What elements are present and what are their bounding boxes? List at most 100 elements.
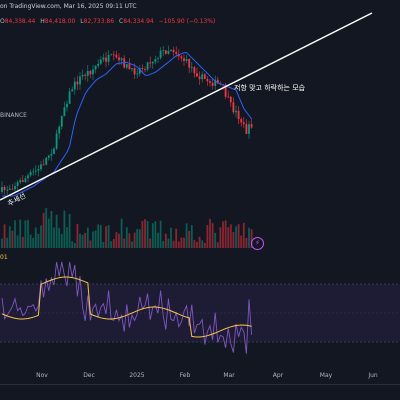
volume-bar: [177, 241, 180, 248]
candle-body: [8, 188, 11, 190]
open-value: 84,338.44: [4, 18, 36, 25]
candle-body: [146, 62, 149, 70]
candle-body: [21, 180, 24, 182]
volume-bar: [146, 221, 149, 248]
volume-bar: [170, 227, 172, 248]
volume-bar: [198, 236, 201, 248]
volume-bar: [19, 219, 22, 248]
volume-bar: [40, 225, 42, 248]
volume-bar: [128, 233, 131, 248]
volume-bar: [219, 227, 222, 248]
high-label: H: [40, 18, 45, 25]
volume-bar: [107, 225, 110, 248]
candle-body: [245, 124, 248, 134]
candle-body: [235, 110, 237, 113]
volume-bar: [112, 239, 115, 248]
open-label: O: [0, 18, 5, 25]
candle-body: [34, 170, 37, 172]
candle-body: [6, 189, 9, 191]
candle-body: [99, 59, 102, 64]
time-tick-nov: Nov: [36, 372, 48, 379]
volume-bar: [235, 226, 237, 248]
candlestick-series: [1, 45, 253, 195]
candle-body: [190, 67, 193, 68]
volume-bar: [14, 220, 16, 248]
volume-bar: [86, 227, 89, 248]
volume-bar: [92, 231, 94, 248]
volume-bar: [144, 219, 146, 248]
candle-body: [68, 91, 71, 104]
candle-body: [40, 164, 42, 170]
volume-bar: [229, 224, 232, 248]
time-tick-dec: Dec: [83, 372, 95, 379]
volume-bar: [157, 232, 159, 248]
candle-body: [216, 79, 219, 84]
candle-body: [105, 57, 107, 62]
candle-body: [3, 187, 6, 190]
volume-bar: [188, 230, 191, 248]
candle-body: [229, 96, 232, 103]
candle-body: [47, 155, 50, 158]
time-tick-jun: Jun: [368, 372, 378, 379]
volume-bar: [172, 240, 175, 248]
resistance-annotation[interactable]: 저항 맞고 하락하는 모습: [234, 84, 306, 92]
candle-body: [71, 89, 74, 92]
rsi-ma-line: [1, 276, 252, 338]
volume-bar: [1, 238, 3, 248]
time-tick-feb: Feb: [179, 372, 191, 379]
candle-body: [211, 82, 214, 86]
ohlc-readout: O84,338.44 H84,418.00 L82,733.86 C84,334…: [0, 18, 218, 25]
candle-body: [92, 69, 94, 75]
candle-body: [81, 74, 84, 77]
candle-body: [102, 57, 105, 60]
volume-bar: [175, 228, 178, 248]
volume-bar: [203, 242, 206, 248]
volume-bar: [222, 221, 224, 248]
candle-body: [76, 81, 79, 85]
volume-bar: [136, 229, 139, 248]
candle-body: [60, 116, 63, 127]
volume-bar: [79, 233, 81, 248]
change-value: −105.90 (−0.13%): [158, 18, 216, 25]
volume-bar: [81, 234, 84, 248]
time-axis[interactable]: Nov Dec 2025 Feb Mar Apr May Jun: [0, 372, 400, 384]
candle-body: [1, 187, 3, 192]
candle-body: [175, 52, 178, 54]
volume-bar: [240, 235, 243, 248]
trendline[interactable]: [0, 12, 373, 201]
lightning-icon[interactable]: ⚡: [251, 237, 264, 250]
candle-body: [110, 54, 113, 56]
time-tick-2025: 2025: [129, 372, 145, 379]
candle-body: [24, 178, 27, 182]
volume-bar: [60, 233, 63, 248]
volume-bar: [141, 221, 144, 248]
volume-bar: [164, 233, 167, 248]
candle-body: [73, 81, 76, 90]
volume-bar: [99, 225, 102, 248]
low-label: L: [80, 18, 84, 25]
volume-bar: [32, 237, 35, 248]
high-value: 84,418.00: [44, 18, 76, 25]
volume-bar: [167, 238, 170, 248]
candle-body: [118, 57, 120, 61]
candle-body: [128, 64, 131, 70]
bottom-divider: [0, 384, 400, 385]
candle-body: [50, 153, 53, 156]
volume-bar: [8, 226, 11, 248]
volume-bar: [63, 210, 66, 248]
volume-bar: [29, 234, 32, 248]
low-value: 82,733.86: [83, 18, 115, 25]
candle-body: [250, 124, 253, 128]
volume-bar: [68, 213, 71, 248]
candle-body: [131, 68, 133, 70]
volume-bar: [27, 219, 29, 248]
volume-bar: [196, 241, 198, 248]
volume-bar: [66, 227, 68, 248]
candle-body: [120, 58, 123, 61]
volume-bar: [24, 220, 27, 248]
candle-body: [157, 58, 159, 59]
candle-body: [94, 65, 97, 70]
candle-body: [240, 119, 243, 123]
candle-body: [123, 58, 126, 68]
